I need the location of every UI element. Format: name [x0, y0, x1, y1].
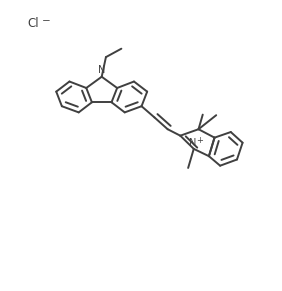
- Text: −: −: [42, 16, 51, 26]
- Text: N: N: [189, 138, 197, 148]
- Text: N: N: [98, 65, 105, 75]
- Text: Cl: Cl: [27, 17, 39, 30]
- Text: +: +: [197, 136, 203, 145]
